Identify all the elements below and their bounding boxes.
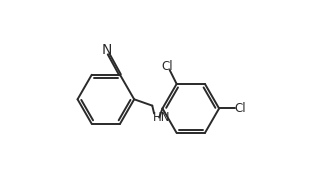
Text: HN: HN (153, 111, 171, 124)
Text: Cl: Cl (234, 102, 246, 115)
Text: N: N (101, 43, 112, 57)
Text: Cl: Cl (162, 60, 173, 73)
